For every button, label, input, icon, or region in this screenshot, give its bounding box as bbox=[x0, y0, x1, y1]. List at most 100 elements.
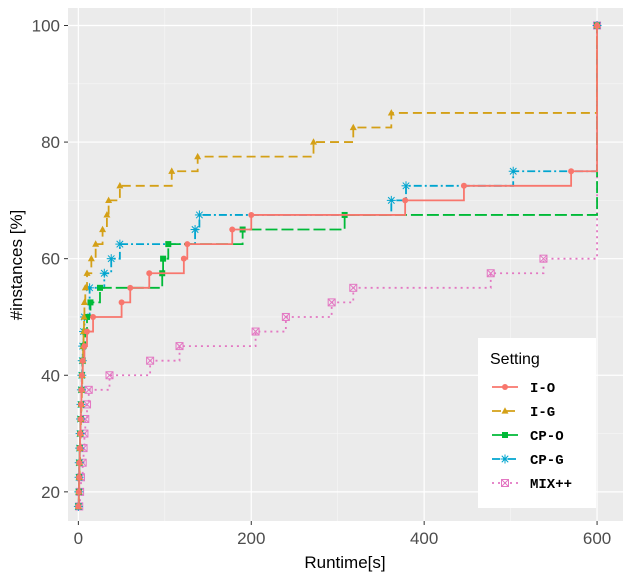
data-point bbox=[539, 254, 548, 263]
marker-dot bbox=[248, 211, 255, 218]
marker-triangle bbox=[103, 211, 111, 218]
data-point bbox=[460, 182, 467, 189]
marker-stroke bbox=[191, 225, 199, 234]
marker-dot bbox=[594, 22, 601, 29]
marker-square bbox=[87, 299, 94, 306]
marker-triangle bbox=[387, 109, 395, 116]
y-tick-label: 100 bbox=[32, 16, 60, 35]
marker-stroke bbox=[107, 255, 115, 263]
data-point bbox=[87, 299, 94, 306]
legend-key-marker bbox=[502, 432, 508, 438]
data-point bbox=[99, 225, 107, 233]
marker-stroke bbox=[116, 240, 124, 248]
marker-triangle bbox=[501, 407, 509, 414]
data-point bbox=[90, 313, 97, 320]
marker-stroke bbox=[100, 269, 108, 277]
data-point bbox=[175, 342, 184, 351]
data-point bbox=[78, 386, 85, 393]
data-point bbox=[310, 138, 318, 145]
data-point bbox=[81, 343, 88, 350]
marker-triangle bbox=[80, 313, 88, 320]
data-point bbox=[160, 255, 167, 262]
data-point bbox=[251, 327, 260, 336]
marker-dot bbox=[81, 343, 88, 350]
marker-square bbox=[160, 255, 167, 262]
data-point bbox=[84, 313, 91, 320]
marker-dot bbox=[90, 313, 97, 320]
marker-stroke bbox=[402, 182, 410, 190]
y-tick-labels: 20 40 60 80 100 bbox=[32, 16, 60, 501]
marker-stroke bbox=[251, 327, 260, 336]
data-point bbox=[194, 210, 204, 220]
data-point bbox=[229, 226, 236, 233]
legend-key-marker bbox=[500, 454, 510, 464]
marker-triangle bbox=[105, 196, 113, 203]
data-point bbox=[92, 240, 100, 247]
marker-stroke bbox=[539, 254, 548, 263]
marker-dot bbox=[402, 197, 409, 204]
legend-entry: I-G bbox=[492, 405, 555, 421]
marker-triangle bbox=[92, 240, 100, 247]
marker-triangle bbox=[99, 225, 107, 233]
data-point bbox=[83, 269, 91, 276]
data-point bbox=[75, 503, 82, 510]
marker-dot bbox=[180, 255, 187, 262]
marker-dot bbox=[568, 168, 575, 175]
data-point bbox=[146, 356, 155, 365]
marker-box bbox=[539, 254, 548, 263]
legend-entry: I-O bbox=[492, 381, 555, 397]
series-i-o bbox=[75, 22, 601, 510]
marker-dot bbox=[146, 270, 153, 277]
data-point bbox=[105, 196, 113, 203]
marker-box bbox=[146, 356, 155, 365]
legend-label: I-G bbox=[530, 405, 555, 421]
legend-label: MIX++ bbox=[530, 477, 572, 493]
marker-square bbox=[84, 313, 91, 320]
marker-dot bbox=[78, 372, 85, 379]
marker-triangle bbox=[116, 182, 124, 189]
marker-stroke bbox=[349, 283, 358, 292]
marker-stroke bbox=[105, 371, 114, 380]
data-point bbox=[76, 459, 83, 466]
marker-stroke bbox=[146, 356, 154, 365]
marker-dot bbox=[502, 384, 508, 390]
data-point bbox=[127, 284, 134, 291]
axis-ticks bbox=[64, 24, 598, 525]
marker-stroke bbox=[509, 167, 517, 175]
data-point bbox=[402, 197, 409, 204]
marker-dot bbox=[76, 459, 83, 466]
legend-box bbox=[478, 338, 596, 508]
marker-stroke bbox=[281, 313, 290, 321]
data-point bbox=[146, 270, 153, 277]
y-axis-title: #instances [%] bbox=[7, 210, 26, 321]
marker-square bbox=[165, 241, 172, 248]
marker-stroke bbox=[84, 385, 93, 394]
marker-dot bbox=[77, 401, 84, 408]
data-point bbox=[80, 298, 88, 305]
legend-key-marker bbox=[501, 407, 509, 414]
legend-label: CP-G bbox=[530, 453, 564, 469]
marker-triangle bbox=[83, 269, 91, 276]
data-point bbox=[349, 123, 357, 131]
y-tick-label: 40 bbox=[41, 366, 60, 385]
data-point bbox=[75, 488, 82, 495]
legend-label: CP-O bbox=[530, 429, 564, 445]
marker-box bbox=[501, 479, 509, 487]
marker-square bbox=[502, 432, 508, 438]
marker-dot bbox=[460, 182, 467, 189]
data-point bbox=[165, 241, 172, 248]
data-point bbox=[77, 430, 84, 437]
x-tick-label: 400 bbox=[410, 529, 438, 548]
data-point bbox=[99, 268, 109, 278]
marker-dot bbox=[184, 241, 191, 248]
marker-box bbox=[281, 312, 290, 321]
marker-box bbox=[486, 269, 495, 278]
marker-stroke bbox=[486, 269, 495, 278]
legend-title: Setting bbox=[490, 351, 540, 368]
marker-stroke bbox=[175, 342, 184, 350]
legend-entry: CP-G bbox=[492, 453, 564, 469]
data-point bbox=[401, 181, 411, 191]
data-point bbox=[77, 415, 84, 422]
data-point bbox=[281, 312, 290, 321]
